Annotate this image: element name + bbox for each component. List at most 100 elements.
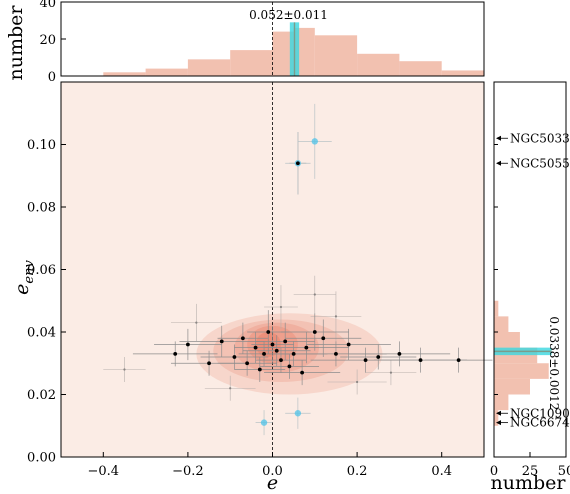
highlight-point-2 — [294, 410, 302, 417]
y-axis-label: eenv — [11, 260, 37, 295]
point-8 — [245, 361, 250, 366]
top-estimate-annotation: 0.052±0.011 — [249, 8, 328, 22]
top-y-tick-label-2: 40 — [39, 0, 56, 11]
main-axes-ticks: −0.4 −0.2 0.0 0.2 0.4 0.00 0.02 0.04 0.06 0.08 0.1… — [27, 138, 452, 479]
top-histogram-ylabel: number — [5, 5, 27, 81]
top-y-tick-label-0: 0 — [48, 70, 56, 85]
point-9 — [304, 345, 309, 350]
point-17 — [173, 351, 178, 356]
y-tick-label-0: 0.00 — [27, 451, 56, 466]
y-tick-label-3: 0.06 — [27, 263, 56, 278]
right-hist-bar-2 — [494, 378, 530, 395]
top-y-tick-label-1: 20 — [39, 33, 56, 48]
top-hist-bar-7 — [357, 53, 400, 76]
right-histogram-ticks: 0 25 50 — [490, 144, 570, 479]
right-estimate-annotation: 0.0338±0.0012 — [547, 316, 561, 410]
faint-point-4 — [229, 387, 232, 390]
faint-point-7 — [195, 321, 198, 324]
point-1 — [274, 348, 279, 353]
galaxy-name-1: NGC5055 — [510, 156, 570, 170]
point-24 — [287, 364, 292, 369]
x-tick-label-1: −0.2 — [172, 464, 204, 479]
point-20 — [397, 351, 402, 356]
right-hist-bar-0 — [494, 410, 499, 426]
x-tick-label-4: 0.4 — [431, 464, 452, 479]
right-hist-bar-5 — [494, 332, 520, 348]
galaxy-label-3: NGC6674 — [496, 416, 570, 430]
top-hist-bar-0 — [103, 72, 146, 76]
right-histogram-xlabel: number — [491, 472, 567, 494]
top-histogram — [103, 2, 484, 77]
top-hist-bar-6 — [314, 35, 358, 76]
galaxy-arrowhead-0 — [496, 135, 501, 141]
point-16 — [186, 342, 190, 347]
y-tick-label-5: 0.10 — [27, 138, 56, 153]
right-histogram — [494, 300, 552, 426]
point-2 — [262, 351, 266, 356]
right-x-tick-label-0: 0 — [490, 464, 498, 479]
point-21 — [418, 358, 423, 363]
right-hist-bar-3 — [494, 363, 549, 379]
faint-point-1 — [334, 315, 338, 318]
point-13 — [334, 351, 338, 356]
right-hist-bar-1 — [494, 394, 509, 411]
faint-point-2 — [313, 293, 316, 296]
top-hist-bar-8 — [399, 61, 442, 76]
faint-point-3 — [279, 305, 283, 309]
top-hist-bar-9 — [441, 70, 484, 76]
point-23 — [257, 367, 262, 372]
galaxy-name-3: NGC6674 — [510, 416, 570, 430]
point-15 — [346, 342, 351, 347]
galaxy-name-2: NGC1090 — [510, 406, 570, 420]
faint-point-6 — [389, 371, 393, 374]
galaxy-arrowhead-1 — [496, 160, 501, 166]
point-28 — [300, 370, 305, 375]
point-10 — [232, 355, 237, 359]
right-x-tick-label-2: 50 — [558, 464, 570, 479]
y-tick-label-4: 0.08 — [27, 201, 56, 216]
y-tick-label-2: 0.04 — [27, 326, 56, 341]
galaxy-label-1: NGC5055 — [496, 156, 570, 170]
faint-point-0 — [123, 368, 126, 371]
right-hist-bar-6 — [494, 316, 509, 332]
point-12 — [219, 339, 224, 344]
top-hist-bar-2 — [187, 59, 231, 76]
galaxy-name-0: NGC5033 — [510, 131, 570, 145]
x-tick-label-0: −0.4 — [88, 464, 120, 479]
x-axis-label: e — [267, 472, 278, 494]
point-3 — [283, 339, 288, 344]
highlight-point-0 — [311, 138, 318, 145]
point-22 — [456, 358, 461, 363]
point-14 — [207, 361, 211, 366]
point-25 — [295, 161, 300, 166]
right-hist-bar-7 — [494, 300, 499, 317]
galaxy-label-2: NGC1090 — [496, 406, 570, 420]
highlight-point-3 — [260, 419, 268, 426]
point-19 — [376, 355, 381, 359]
top-hist-bar-1 — [145, 68, 188, 76]
right-x-tick-label-1: 25 — [522, 464, 539, 479]
top-histogram-ticks: 0 20 40 — [39, 0, 66, 85]
point-0 — [270, 342, 275, 347]
galaxy-label-0: NGC5033 — [496, 131, 570, 145]
point-18 — [363, 358, 368, 363]
x-tick-label-2: 0.0 — [262, 464, 283, 479]
y-axis-label-subscript: env — [22, 260, 37, 284]
point-7 — [291, 351, 296, 356]
point-5 — [279, 358, 283, 363]
y-axis-label-main: e — [11, 284, 33, 295]
y-tick-label-1: 0.02 — [27, 388, 56, 403]
galaxy-arrowhead-3 — [496, 420, 501, 426]
point-11 — [321, 336, 326, 341]
top-hist-bar-4 — [272, 31, 294, 77]
point-26 — [312, 330, 317, 334]
point-6 — [266, 330, 271, 334]
galaxy-arrowhead-2 — [496, 410, 501, 416]
point-4 — [253, 345, 258, 350]
top-hist-bar-3 — [230, 50, 273, 76]
data-points — [103, 103, 493, 436]
point-27 — [240, 336, 245, 341]
faint-point-5 — [356, 380, 359, 384]
